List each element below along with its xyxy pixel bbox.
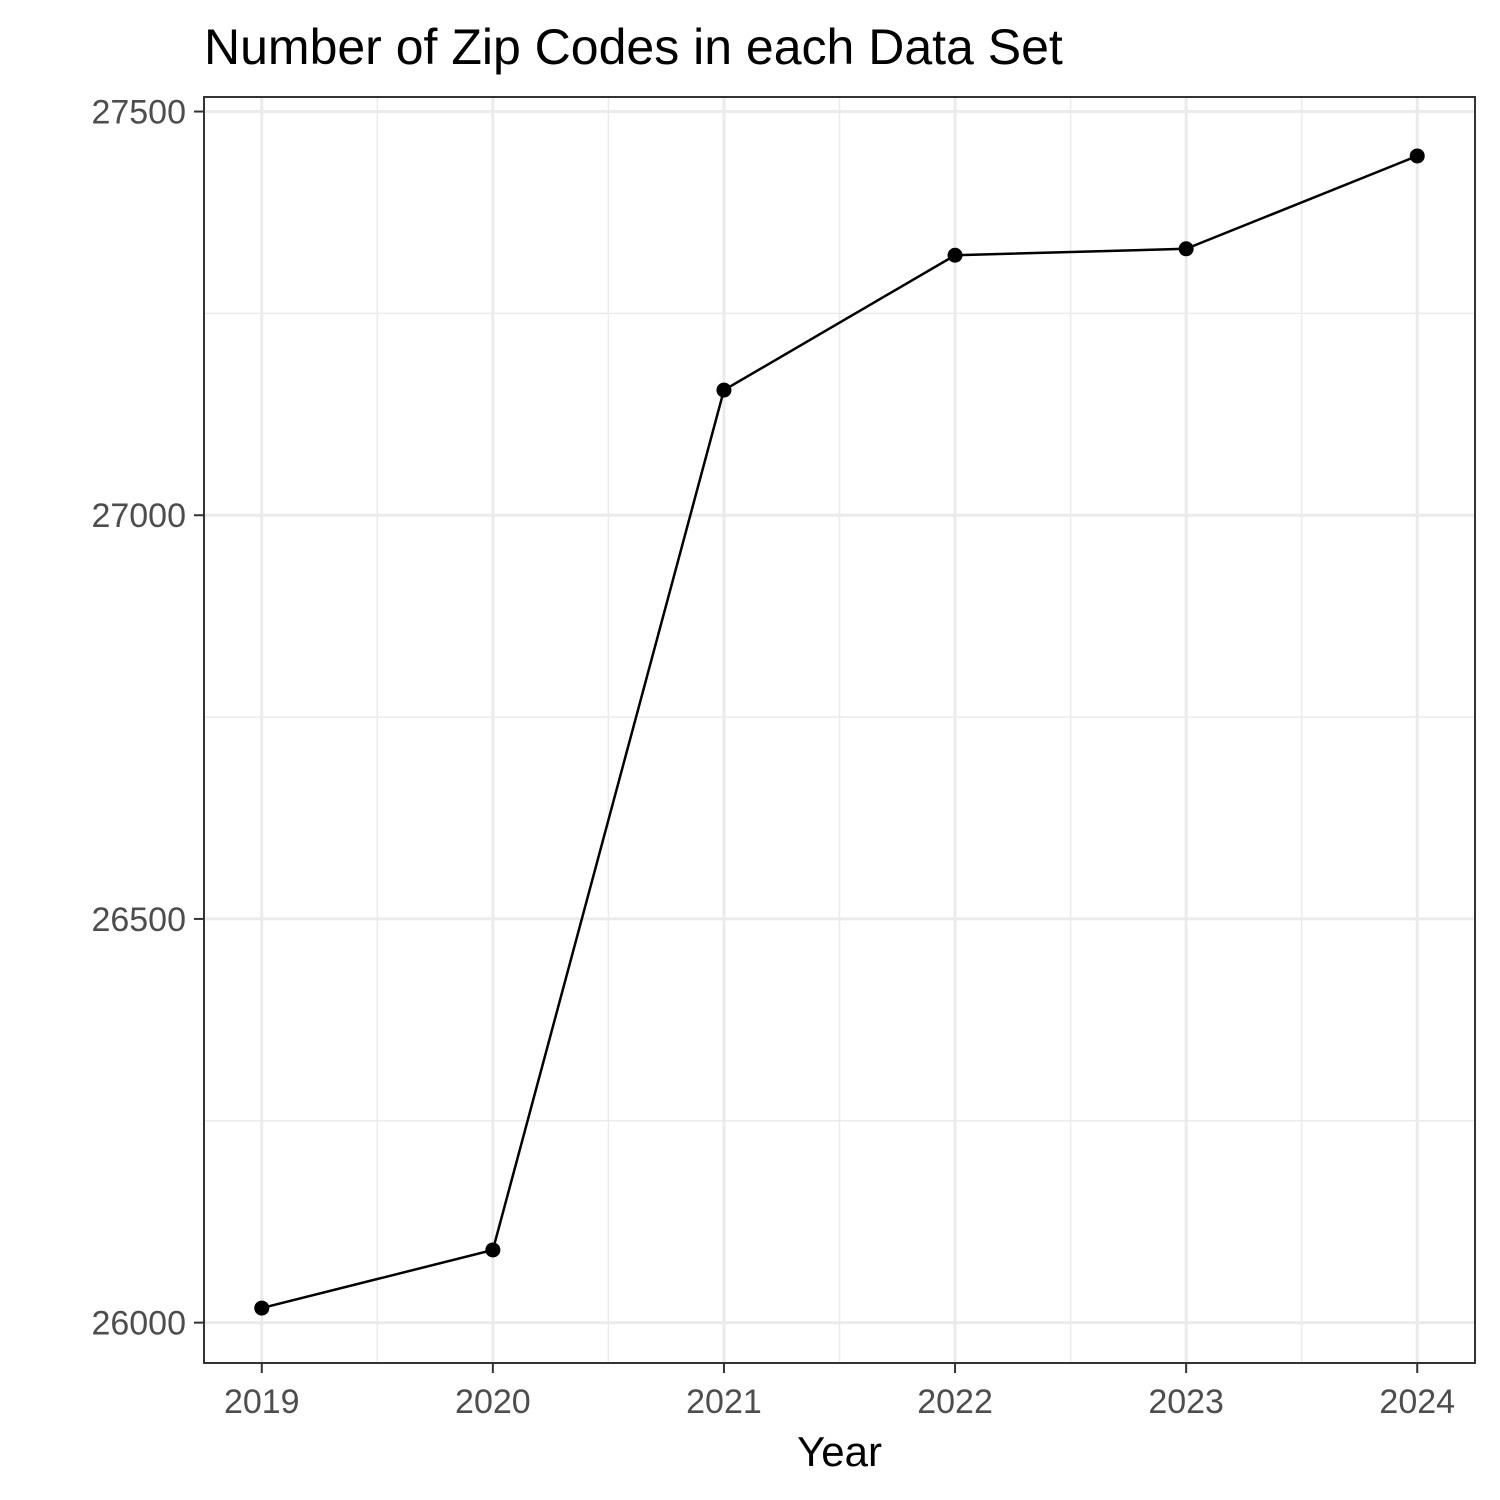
- data-point: [485, 1242, 501, 1258]
- x-axis: 2019 2020 2021 2022 2023 2024: [224, 1363, 1455, 1421]
- x-tick-label: 2019: [224, 1383, 300, 1421]
- plot-panel-border: [203, 96, 1476, 1364]
- series-line: [261, 154, 1418, 1310]
- y-tick-label: 26000: [91, 1305, 186, 1343]
- x-tick-label: 2022: [917, 1383, 993, 1421]
- chart-title: Number of Zip Codes in each Data Set: [204, 19, 1063, 75]
- data-point: [716, 382, 732, 398]
- x-tick-label: 2021: [686, 1383, 762, 1421]
- x-tick-label: 2023: [1148, 1383, 1224, 1421]
- x-tick-label: 2024: [1379, 1383, 1455, 1421]
- x-axis-title: Year: [797, 1428, 882, 1475]
- y-tick-label: 26500: [91, 901, 186, 939]
- data-point: [1409, 148, 1425, 164]
- data-series: [254, 148, 1425, 1316]
- y-axis: 26000 26500 27000 27500: [91, 94, 204, 1343]
- y-tick-label: 27500: [91, 94, 186, 132]
- data-point: [254, 1300, 270, 1316]
- data-point: [947, 247, 963, 263]
- x-tick-label: 2020: [455, 1383, 531, 1421]
- data-point: [1178, 241, 1194, 257]
- grid-lines: [204, 97, 1475, 1363]
- y-tick-label: 27000: [91, 497, 186, 535]
